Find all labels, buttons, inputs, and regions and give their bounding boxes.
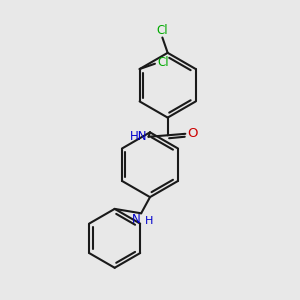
Text: Cl: Cl bbox=[158, 56, 169, 69]
Text: HN: HN bbox=[130, 130, 148, 143]
Text: N: N bbox=[131, 213, 140, 226]
Text: Cl: Cl bbox=[156, 24, 168, 37]
Text: O: O bbox=[188, 127, 198, 140]
Text: H: H bbox=[145, 216, 154, 226]
